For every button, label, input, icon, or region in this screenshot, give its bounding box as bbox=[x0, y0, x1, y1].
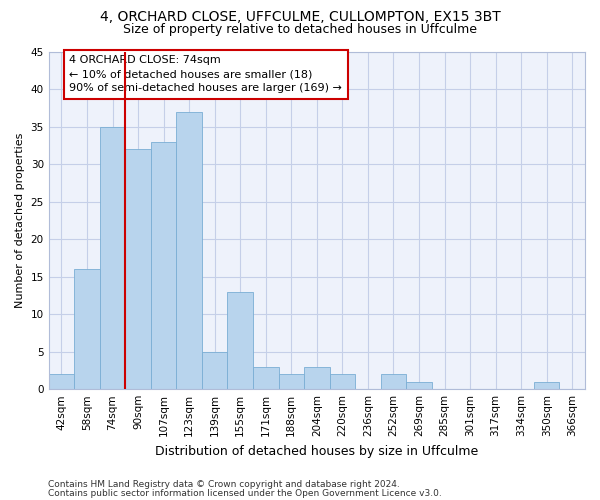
X-axis label: Distribution of detached houses by size in Uffculme: Distribution of detached houses by size … bbox=[155, 444, 478, 458]
Bar bbox=[49, 374, 74, 389]
Bar bbox=[380, 374, 406, 389]
Text: Contains HM Land Registry data © Crown copyright and database right 2024.: Contains HM Land Registry data © Crown c… bbox=[48, 480, 400, 489]
Bar bbox=[534, 382, 559, 389]
Bar bbox=[304, 366, 329, 389]
Bar bbox=[100, 126, 125, 389]
Bar bbox=[151, 142, 176, 389]
Bar bbox=[74, 269, 100, 389]
Y-axis label: Number of detached properties: Number of detached properties bbox=[15, 132, 25, 308]
Bar bbox=[202, 352, 227, 389]
Text: 4, ORCHARD CLOSE, UFFCULME, CULLOMPTON, EX15 3BT: 4, ORCHARD CLOSE, UFFCULME, CULLOMPTON, … bbox=[100, 10, 500, 24]
Bar bbox=[125, 149, 151, 389]
Text: Size of property relative to detached houses in Uffculme: Size of property relative to detached ho… bbox=[123, 22, 477, 36]
Text: 4 ORCHARD CLOSE: 74sqm
← 10% of detached houses are smaller (18)
90% of semi-det: 4 ORCHARD CLOSE: 74sqm ← 10% of detached… bbox=[69, 56, 342, 94]
Bar bbox=[406, 382, 432, 389]
Bar bbox=[176, 112, 202, 389]
Bar bbox=[253, 366, 278, 389]
Bar bbox=[278, 374, 304, 389]
Text: Contains public sector information licensed under the Open Government Licence v3: Contains public sector information licen… bbox=[48, 488, 442, 498]
Bar bbox=[329, 374, 355, 389]
Bar bbox=[227, 292, 253, 389]
